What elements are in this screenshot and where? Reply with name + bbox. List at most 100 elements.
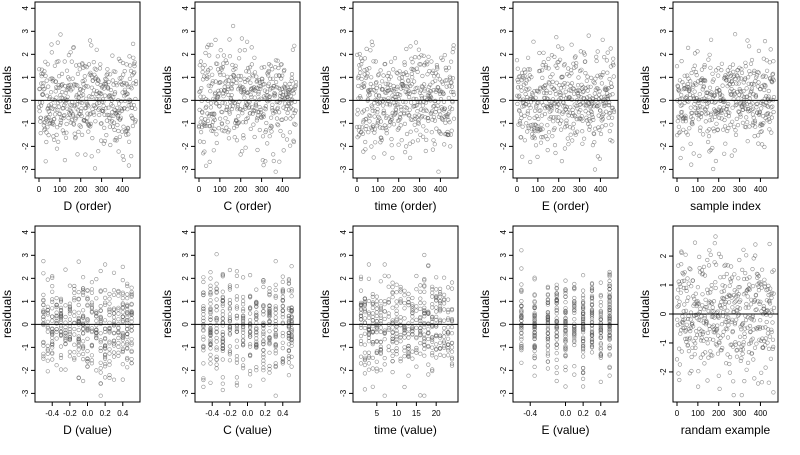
data-point <box>362 308 368 313</box>
data-point <box>214 290 219 295</box>
data-point <box>359 76 364 82</box>
data-point <box>129 301 134 306</box>
data-point <box>675 133 680 138</box>
data-point <box>414 128 419 133</box>
data-point <box>398 284 403 290</box>
data-point <box>550 97 556 102</box>
data-point <box>768 47 773 52</box>
data-point <box>108 142 113 148</box>
x-tick-label: 100 <box>691 409 705 418</box>
data-point <box>588 84 593 89</box>
data-point <box>390 318 395 323</box>
data-point <box>105 112 110 117</box>
data-point <box>101 109 106 114</box>
data-point <box>49 50 54 55</box>
x-tick-label: 5 <box>375 409 380 418</box>
data-point <box>535 124 540 129</box>
data-point <box>107 124 112 129</box>
data-point <box>273 315 278 320</box>
data-point <box>85 359 90 364</box>
x-tick-label: 400 <box>276 185 290 194</box>
data-point <box>41 356 46 361</box>
data-point <box>423 148 428 154</box>
data-point <box>132 60 137 65</box>
data-point <box>402 354 407 359</box>
data-point <box>722 117 727 123</box>
data-point <box>210 81 215 86</box>
data-point <box>362 301 368 306</box>
data-point <box>50 318 55 323</box>
data-point <box>224 105 230 110</box>
data-point <box>516 79 521 85</box>
data-point <box>67 336 72 342</box>
data-point <box>261 112 266 117</box>
data-point <box>585 95 590 100</box>
data-point <box>747 69 752 74</box>
data-point <box>589 350 595 355</box>
data-point <box>698 125 703 130</box>
data-point <box>212 112 217 117</box>
data-point <box>740 120 746 125</box>
data-point <box>438 346 443 351</box>
data-point <box>442 292 447 298</box>
data-point <box>238 152 243 157</box>
data-point <box>434 355 439 360</box>
x-tick-label: -0.4 <box>205 409 219 418</box>
data-point <box>263 129 268 135</box>
data-point <box>367 119 372 124</box>
data-point <box>125 128 130 133</box>
data-point <box>695 112 700 117</box>
data-point <box>382 110 387 116</box>
data-point <box>438 317 443 323</box>
data-point <box>98 346 103 351</box>
data-point <box>80 288 86 293</box>
data-point <box>551 115 556 120</box>
data-point <box>267 337 272 342</box>
data-point <box>98 268 103 274</box>
data-point <box>558 127 564 132</box>
data-point <box>364 123 369 129</box>
data-point <box>236 114 241 119</box>
data-point <box>519 360 524 365</box>
data-point <box>102 112 107 117</box>
data-point <box>750 101 755 106</box>
data-point <box>265 93 270 98</box>
data-point <box>751 92 756 97</box>
y-tick-label: 4 <box>21 230 30 235</box>
data-point <box>759 370 764 375</box>
data-point <box>114 136 119 141</box>
data-point <box>358 70 363 75</box>
data-point <box>374 302 379 307</box>
data-point <box>85 297 90 302</box>
data-point <box>762 87 767 93</box>
data-point <box>208 331 213 336</box>
data-point <box>744 253 749 258</box>
data-point <box>41 271 46 276</box>
data-point <box>286 278 292 283</box>
data-point <box>532 335 537 340</box>
data-point <box>236 120 241 125</box>
data-point <box>208 337 213 342</box>
data-point <box>736 341 742 346</box>
x-axis-label: time (value) <box>374 423 437 437</box>
data-point <box>603 109 609 114</box>
data-point <box>120 342 125 347</box>
data-point <box>425 62 430 67</box>
data-point <box>107 301 112 306</box>
data-point <box>214 357 219 362</box>
data-point <box>233 66 238 71</box>
data-point <box>273 306 278 311</box>
data-point <box>390 349 395 354</box>
data-point <box>525 111 530 116</box>
data-point <box>390 155 395 161</box>
data-point <box>755 84 761 89</box>
points <box>354 39 457 174</box>
data-point <box>84 64 89 70</box>
data-point <box>382 330 387 336</box>
data-point <box>275 122 280 127</box>
data-point <box>362 325 368 331</box>
data-point <box>116 344 121 350</box>
data-point <box>764 58 769 63</box>
data-point <box>748 61 754 66</box>
